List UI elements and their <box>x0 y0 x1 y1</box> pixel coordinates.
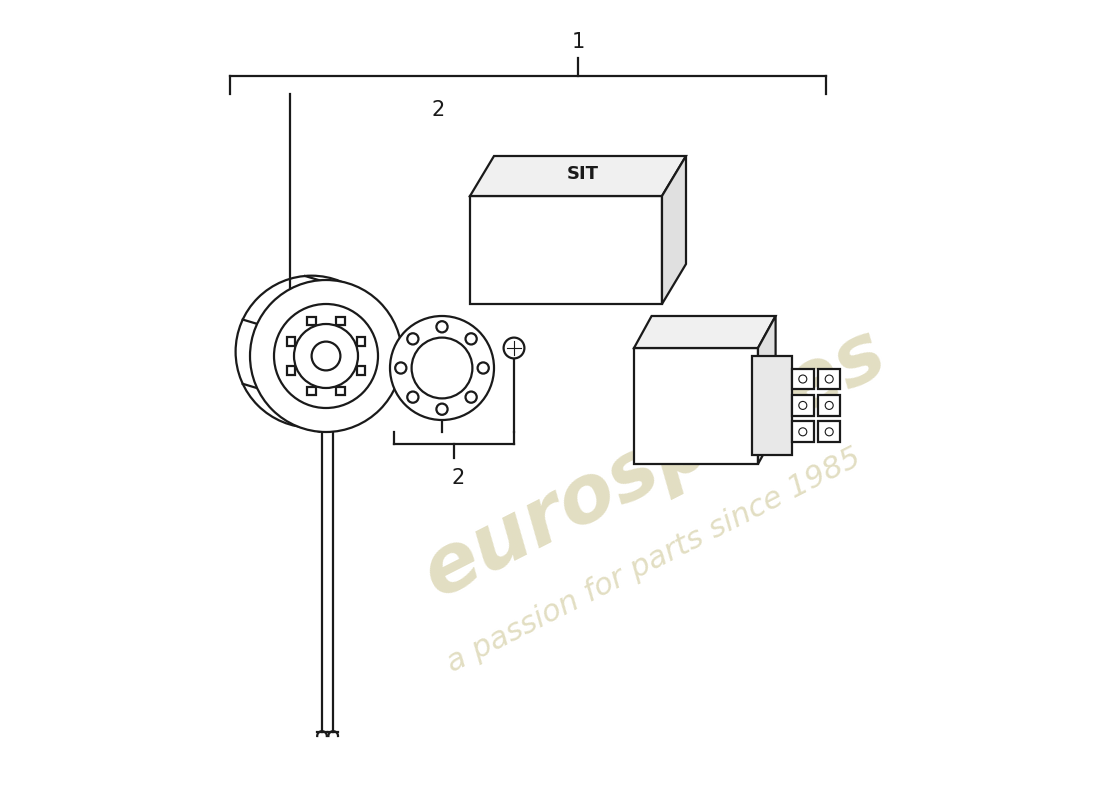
Circle shape <box>390 316 494 420</box>
Bar <box>792 395 814 416</box>
Circle shape <box>799 375 806 383</box>
Circle shape <box>407 334 418 345</box>
Bar <box>307 386 316 395</box>
Circle shape <box>407 391 418 402</box>
Text: SIT: SIT <box>566 165 598 183</box>
Circle shape <box>504 338 525 358</box>
Bar <box>356 366 365 375</box>
Bar <box>792 369 814 390</box>
Bar <box>337 386 345 395</box>
Circle shape <box>250 280 402 432</box>
Bar <box>818 395 840 416</box>
Circle shape <box>465 391 476 402</box>
Circle shape <box>825 375 833 383</box>
Text: 1: 1 <box>571 32 584 52</box>
Polygon shape <box>634 348 758 464</box>
Circle shape <box>411 338 472 398</box>
Bar <box>356 337 365 346</box>
Circle shape <box>477 362 488 374</box>
Polygon shape <box>470 156 686 196</box>
Circle shape <box>825 402 833 410</box>
Polygon shape <box>662 156 686 304</box>
Bar <box>337 317 345 326</box>
Bar <box>307 317 316 326</box>
Circle shape <box>437 403 448 414</box>
Circle shape <box>825 428 833 436</box>
Circle shape <box>799 428 806 436</box>
Bar <box>751 356 792 454</box>
Text: a passion for parts since 1985: a passion for parts since 1985 <box>442 442 866 678</box>
Circle shape <box>395 362 406 374</box>
Bar <box>287 337 296 346</box>
Circle shape <box>799 402 806 410</box>
Circle shape <box>437 321 448 333</box>
Text: 2: 2 <box>431 100 444 120</box>
Polygon shape <box>470 196 662 304</box>
Polygon shape <box>758 316 776 464</box>
Text: 2: 2 <box>451 468 464 488</box>
Bar <box>818 422 840 442</box>
Bar <box>792 422 814 442</box>
Polygon shape <box>634 316 775 348</box>
Circle shape <box>465 334 476 345</box>
Bar <box>818 369 840 390</box>
Bar <box>287 366 296 375</box>
Text: eurospares: eurospares <box>409 314 899 614</box>
